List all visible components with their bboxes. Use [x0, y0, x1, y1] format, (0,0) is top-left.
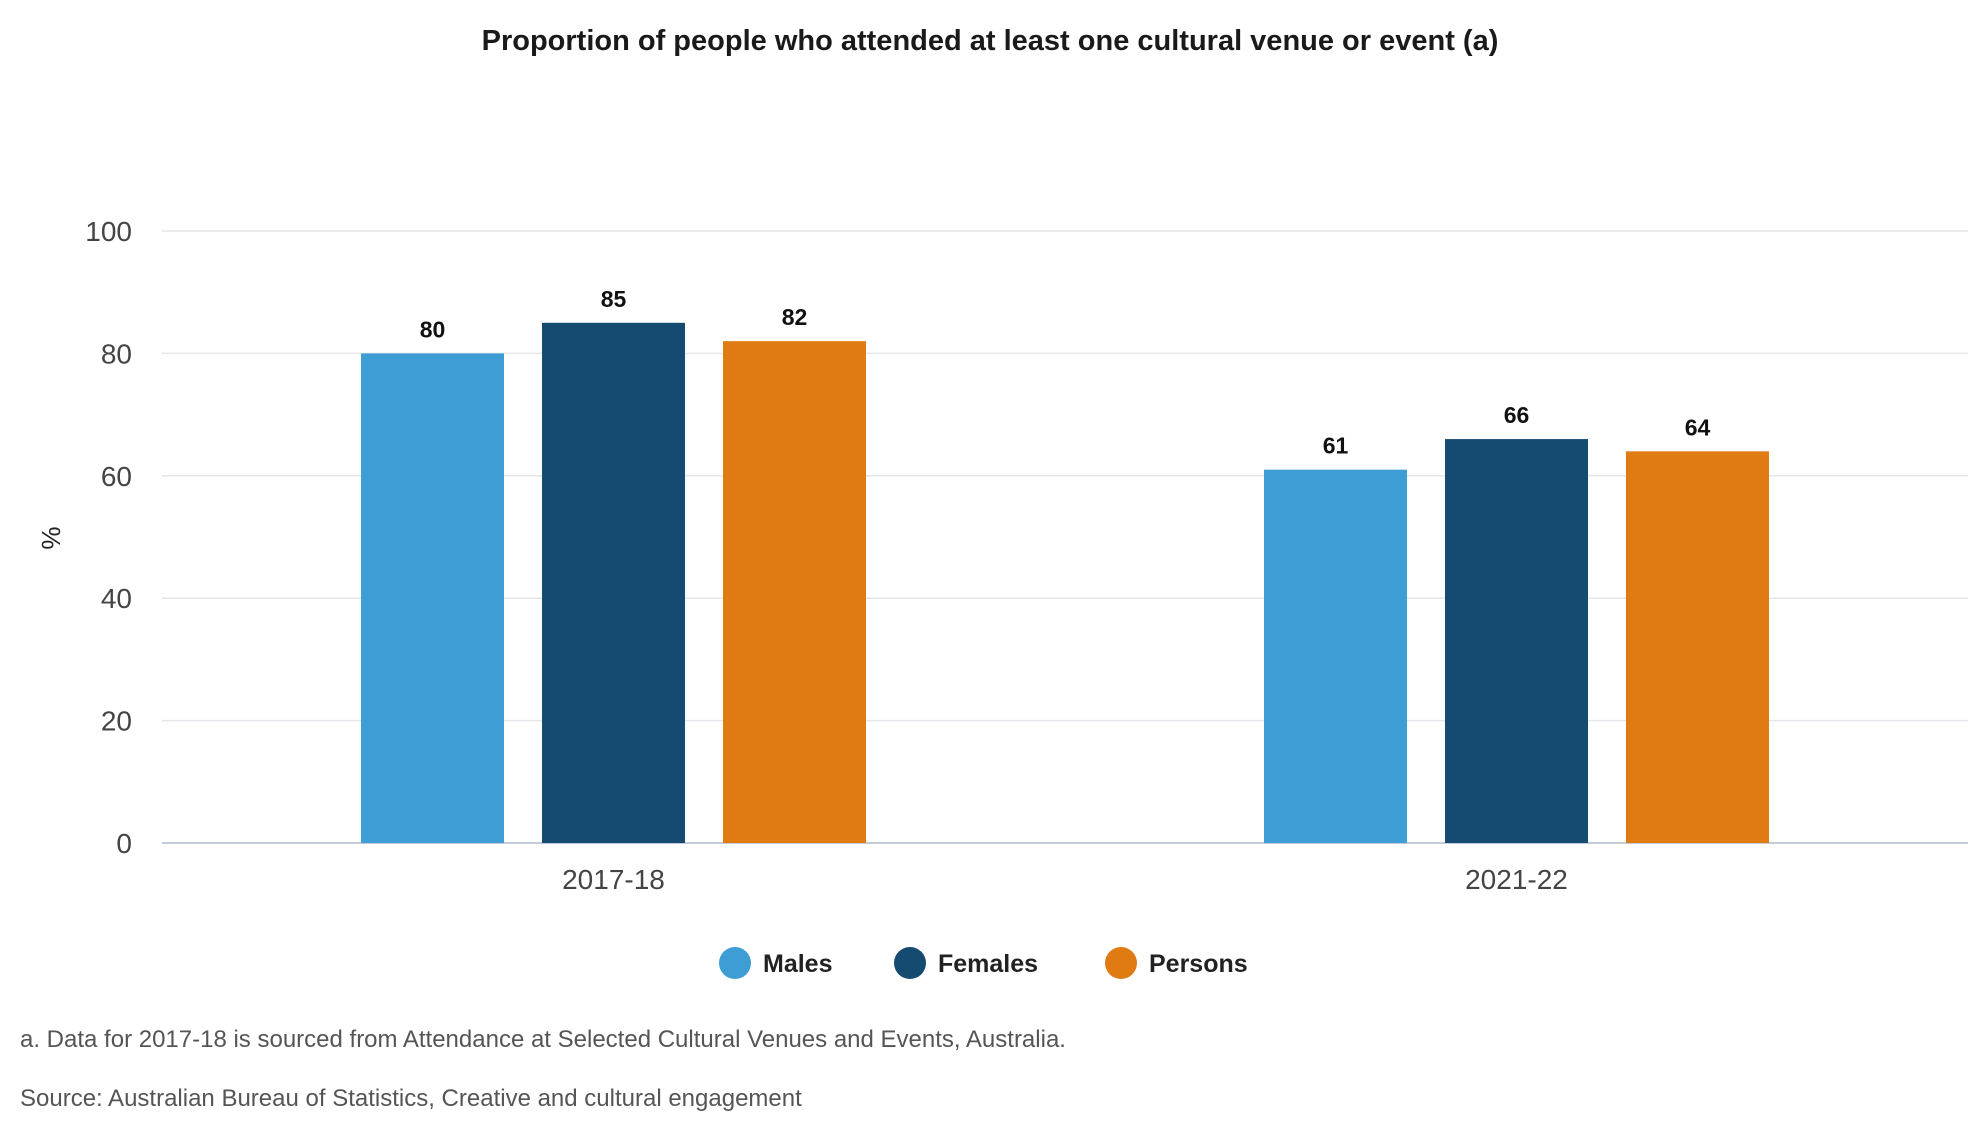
chart-source: Source: Australian Bureau of Statistics,… [20, 1085, 802, 1112]
bar-females-2017-18 [542, 322, 685, 843]
legend-item-persons[interactable]: Persons [1105, 947, 1248, 979]
chart-title: Proportion of people who attended at lea… [482, 25, 1499, 57]
data-label: 82 [782, 304, 808, 330]
data-labels: 80 85 82 61 66 64 [420, 286, 1711, 459]
legend-item-females[interactable]: Females [894, 947, 1038, 979]
bar-persons-2017-18 [723, 341, 866, 843]
bar-persons-2021-22 [1626, 451, 1769, 843]
legend-swatch [894, 947, 926, 979]
data-label: 64 [1685, 414, 1711, 440]
y-tick-label: 100 [85, 216, 132, 247]
legend-swatch [1105, 947, 1137, 979]
legend-label: Persons [1149, 950, 1248, 978]
y-axis-ticks: 0 20 40 60 80 100 [85, 216, 132, 859]
legend-label: Males [763, 950, 832, 978]
data-label: 61 [1323, 433, 1349, 459]
data-label: 80 [420, 316, 446, 342]
legend-label: Females [938, 950, 1038, 978]
legend-item-males[interactable]: Males [719, 947, 832, 979]
bar-males-2021-22 [1264, 469, 1407, 843]
y-tick-label: 20 [101, 706, 132, 737]
y-axis-label: % [36, 526, 66, 549]
y-tick-label: 0 [116, 828, 132, 859]
x-category-label: 2021-22 [1465, 864, 1568, 895]
bar-females-2021-22 [1445, 439, 1588, 843]
x-category-label: 2017-18 [562, 864, 665, 895]
y-tick-label: 40 [101, 583, 132, 614]
chart-footnote: a. Data for 2017-18 is sourced from Atte… [20, 1026, 1066, 1053]
legend: Males Females Persons [719, 947, 1248, 979]
y-tick-label: 60 [101, 461, 132, 492]
y-tick-label: 80 [101, 338, 132, 369]
bar-males-2017-18 [361, 353, 504, 843]
legend-swatch [719, 947, 751, 979]
bars [361, 322, 1769, 843]
x-axis-categories: 2017-18 2021-22 [562, 864, 1568, 895]
data-label: 66 [1504, 402, 1530, 428]
data-label: 85 [601, 286, 627, 312]
